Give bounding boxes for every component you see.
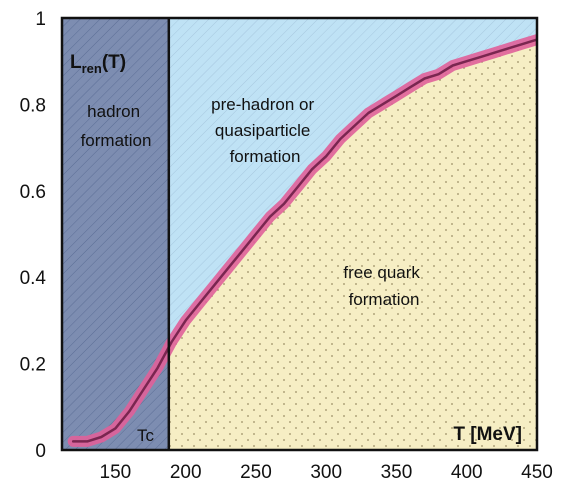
- x-tick-label: 300: [310, 462, 342, 483]
- y-axis-title: Lren(T): [70, 52, 126, 76]
- prehadron-region-label: pre-hadron or quasiparticle formation: [211, 95, 319, 166]
- freequark-region-label: free quark formation: [343, 263, 424, 309]
- x-tick-label: 350: [381, 462, 413, 483]
- plot-frame: [60, 16, 539, 452]
- x-tick-label: 150: [100, 462, 132, 483]
- y-tick-label: 0: [35, 441, 46, 462]
- y-tick-label: 0.2: [20, 355, 46, 376]
- y-tick-label: 1: [35, 9, 46, 30]
- y-tick-label: 0.8: [20, 95, 46, 116]
- y-tick-labels: 0 0.2 0.4 0.6 0.8 1: [20, 9, 47, 462]
- y-tick-label: 0.4: [20, 268, 47, 289]
- freequark-region-dots: [73, 39, 537, 450]
- x-tick-label: 400: [451, 462, 483, 483]
- curve-line: [71, 38, 537, 443]
- x-tick-label: 250: [240, 462, 272, 483]
- x-tick-label: 200: [170, 462, 202, 483]
- y-tick-label: 0.6: [20, 182, 46, 203]
- x-axis-title: T [MeV]: [453, 424, 522, 445]
- x-tick-label: 450: [521, 462, 553, 483]
- hadron-region-label: hadron formation: [81, 102, 152, 150]
- x-tick-labels: 150 200 250 300 350 400 450: [100, 462, 553, 483]
- tc-label: Tc: [137, 426, 155, 445]
